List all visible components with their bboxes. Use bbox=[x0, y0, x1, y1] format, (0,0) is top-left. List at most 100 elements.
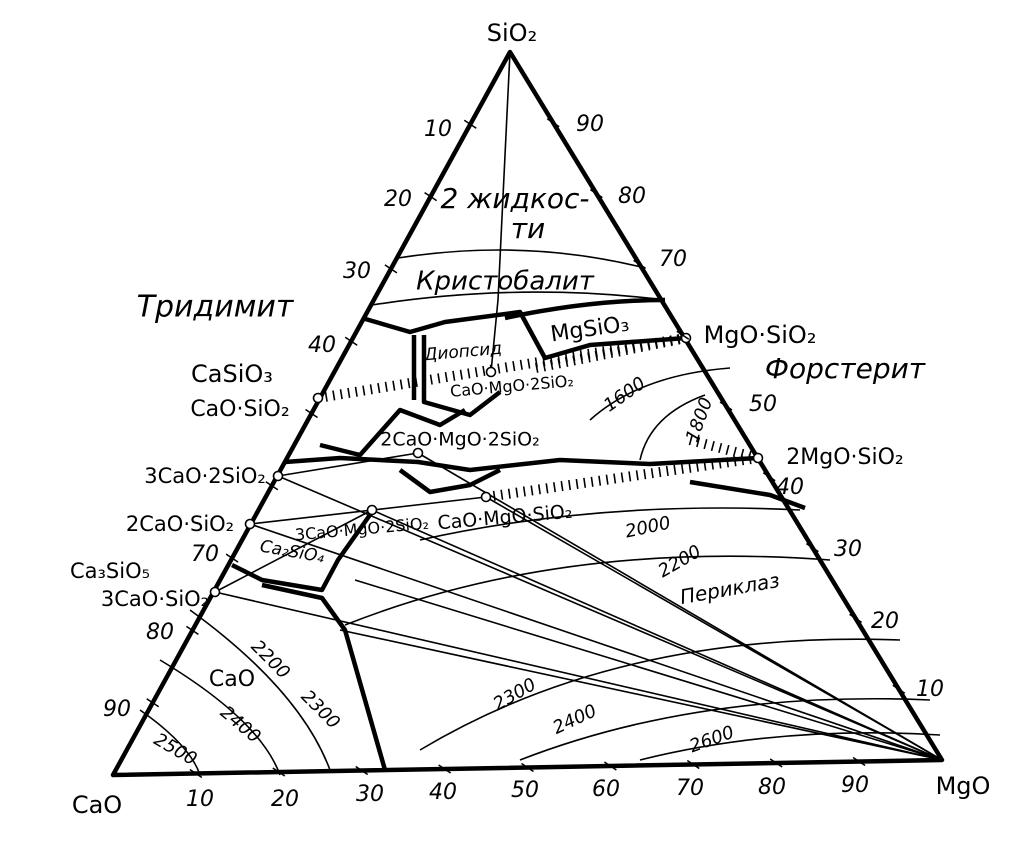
side-tick bbox=[546, 118, 560, 128]
side-tick bbox=[272, 767, 286, 777]
isotherm-label: 2300 bbox=[490, 674, 540, 715]
side-tick bbox=[762, 472, 776, 482]
side-tick bbox=[355, 765, 369, 776]
boundary bbox=[319, 407, 467, 458]
boundary bbox=[504, 297, 666, 321]
side-tick bbox=[189, 768, 203, 779]
point bbox=[412, 447, 424, 459]
region-label: CaO bbox=[209, 667, 255, 692]
side-tick bbox=[633, 259, 647, 270]
cristobalite-boundary bbox=[371, 291, 666, 306]
axis-label: 10 bbox=[424, 117, 452, 142]
side-tick bbox=[185, 625, 199, 636]
vertex-label: CaO bbox=[72, 791, 122, 819]
isotherm-label: 2500 bbox=[150, 729, 200, 770]
side-tick bbox=[344, 336, 358, 346]
region-label: 3CaO·MgO·2SiO₂ bbox=[294, 514, 429, 545]
region-label: ти bbox=[511, 212, 546, 245]
axis-label: 40 bbox=[429, 780, 457, 805]
axis-label: 20 bbox=[871, 609, 899, 634]
isotherm bbox=[189, 609, 331, 771]
region-label: CaO·SiO₂ bbox=[190, 397, 289, 422]
axis-label: 10 bbox=[916, 677, 944, 702]
side-tick bbox=[424, 191, 438, 202]
isotherm bbox=[639, 731, 941, 761]
side-tick bbox=[463, 119, 477, 129]
axis-label: 30 bbox=[834, 537, 862, 562]
isotherms bbox=[139, 367, 941, 776]
axis-label: 50 bbox=[749, 392, 777, 417]
tie-line bbox=[214, 452, 943, 761]
region-label: CaSiO₃ bbox=[191, 360, 273, 388]
region-label: 2CaO·MgO·2SiO₂ bbox=[380, 429, 539, 451]
axis-label: 60 bbox=[592, 777, 620, 802]
join-line bbox=[490, 51, 511, 373]
isotherm bbox=[589, 367, 731, 421]
side-tick bbox=[719, 401, 733, 411]
boundary bbox=[361, 309, 687, 361]
axis-label: 80 bbox=[758, 775, 786, 800]
boundary bbox=[230, 510, 388, 771]
vertex-label: SiO₂ bbox=[487, 19, 537, 47]
side-tick bbox=[852, 756, 866, 767]
side-tick bbox=[384, 264, 398, 274]
isotherm-label: 1600 bbox=[600, 373, 650, 416]
isotherm bbox=[344, 555, 831, 626]
axis-label: 40 bbox=[776, 475, 804, 500]
region-label: Периклаз bbox=[678, 568, 781, 609]
point bbox=[244, 518, 256, 530]
isotherm bbox=[519, 697, 931, 761]
point bbox=[209, 586, 221, 598]
side-tick bbox=[305, 408, 318, 419]
region-label: 2CaO·SiO₂ bbox=[126, 512, 234, 536]
axis-label: 80 bbox=[146, 620, 174, 645]
isotherm-label: 2400 bbox=[216, 702, 265, 748]
tie-lines bbox=[214, 452, 943, 761]
region-label: Ca₃SiO₅ bbox=[70, 559, 150, 583]
isotherm-label: 2000 bbox=[623, 512, 672, 542]
region-label: Тридимит bbox=[137, 290, 295, 325]
region-label: 2 жидкос- bbox=[440, 182, 589, 215]
axis-label: 90 bbox=[576, 112, 604, 137]
axis-label: 50 bbox=[511, 778, 539, 803]
axis-label: 90 bbox=[103, 697, 131, 722]
side-tick bbox=[676, 330, 690, 340]
isotherm bbox=[639, 394, 706, 461]
region-label: 3CaO·2SiO₂ bbox=[144, 464, 266, 488]
side-tick bbox=[603, 761, 617, 771]
isotherm bbox=[139, 709, 201, 776]
axis-label: 30 bbox=[356, 782, 384, 807]
point bbox=[752, 452, 764, 464]
axis-label: 20 bbox=[384, 187, 412, 212]
isotherm-label: 2300 bbox=[297, 686, 344, 733]
side-tick bbox=[438, 764, 452, 774]
isotherm bbox=[419, 507, 801, 541]
compound-points bbox=[209, 332, 764, 598]
region-label: Кристобалит bbox=[416, 267, 595, 297]
vertex-label: MgO bbox=[936, 772, 991, 800]
tie-hatch bbox=[535, 333, 687, 373]
axis-label: 70 bbox=[191, 542, 219, 567]
isotherm bbox=[419, 638, 901, 751]
isotherm-label: 2600 bbox=[687, 722, 737, 757]
region-label: 2MgO·SiO₂ bbox=[786, 445, 903, 470]
axis-label: 70 bbox=[676, 776, 704, 801]
side-tick bbox=[589, 188, 603, 199]
side-tick bbox=[769, 758, 783, 768]
point bbox=[272, 470, 284, 482]
side-tick bbox=[892, 684, 906, 694]
diagram-lines bbox=[110, 49, 945, 778]
axis-label: 90 bbox=[841, 773, 869, 798]
region-label: CaO·MgO·2SiO₂ bbox=[449, 371, 574, 401]
region-label: Форстерит bbox=[765, 352, 926, 385]
region-label: Диопсид bbox=[422, 339, 502, 366]
side-tick bbox=[265, 481, 279, 491]
isotherm-label: 2400 bbox=[550, 700, 600, 738]
axis-label: 30 bbox=[343, 259, 371, 284]
region-label: MgO·SiO₂ bbox=[704, 321, 817, 349]
point bbox=[480, 491, 492, 503]
tie-hatch bbox=[317, 333, 687, 403]
axis-label: 80 bbox=[618, 184, 646, 209]
isotherm-label: 2200 bbox=[655, 541, 705, 582]
